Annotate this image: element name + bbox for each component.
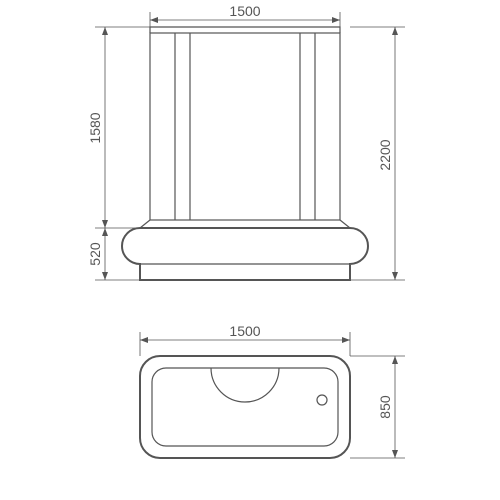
dim-plan-depth: 850 — [350, 356, 405, 458]
elevation-front-frame — [150, 27, 340, 220]
plan-drain-hole — [317, 395, 327, 405]
elevation-base — [122, 228, 368, 280]
label-plan-width: 1500 — [229, 323, 260, 339]
label-elevation-height-total: 2200 — [377, 139, 393, 170]
elevation-lip — [140, 220, 350, 228]
plan-semicircle — [211, 368, 279, 402]
dim-elevation-height-upper: 1580 — [87, 27, 150, 228]
technical-drawing: 1500 2200 1580 520 — [0, 0, 500, 500]
elevation-panels — [175, 33, 315, 220]
label-elevation-width: 1500 — [229, 3, 260, 19]
plan-outline-inner — [152, 368, 338, 446]
dim-elevation-width-top: 1500 — [150, 3, 340, 33]
dim-elevation-height-base: 520 — [87, 228, 140, 280]
label-elevation-height-upper: 1580 — [87, 112, 103, 143]
plan-outline-outer — [140, 356, 350, 458]
label-plan-depth: 850 — [377, 395, 393, 419]
dim-elevation-height-total: 2200 — [350, 27, 405, 280]
label-elevation-height-base: 520 — [87, 242, 103, 266]
dim-plan-width: 1500 — [140, 323, 350, 356]
